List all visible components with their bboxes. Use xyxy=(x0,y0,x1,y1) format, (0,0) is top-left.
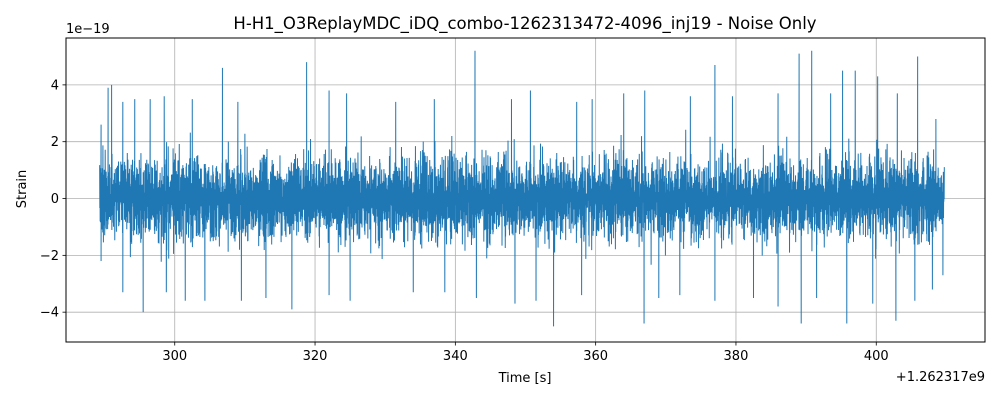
y-tick-label: 0 xyxy=(51,192,59,207)
plot-frame xyxy=(65,37,986,343)
x-tick-label: 400 xyxy=(864,349,889,364)
y-tick-label: −2 xyxy=(40,249,59,264)
ticks: 300 320 340 360 380 400 −4 −2 0 2 4 xyxy=(40,78,889,364)
y-axis-label: Strain xyxy=(15,170,30,209)
chart-title: H-H1_O3ReplayMDC_iDQ_combo-1262313472-40… xyxy=(233,14,816,34)
x-tick-label: 380 xyxy=(724,349,749,364)
y-tick-label: −4 xyxy=(40,306,59,321)
y-tick-label: 4 xyxy=(51,78,59,93)
x-axis-label: Time [s] xyxy=(498,371,552,386)
y-scale-label: 1e−19 xyxy=(66,22,110,37)
x-tick-label: 320 xyxy=(303,349,328,364)
x-tick-label: 300 xyxy=(162,349,187,364)
y-tick-label: 2 xyxy=(51,135,59,150)
strain-series-line xyxy=(99,50,945,327)
x-tick-label: 340 xyxy=(443,349,468,364)
x-offset-label: +1.262317e9 xyxy=(896,370,985,385)
series-layer xyxy=(99,50,945,327)
x-tick-label: 360 xyxy=(583,349,608,364)
